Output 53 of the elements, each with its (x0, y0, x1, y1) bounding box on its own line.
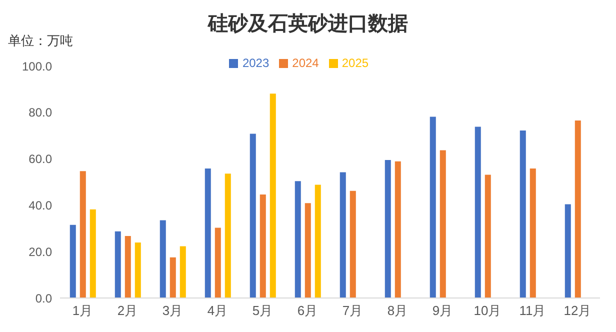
bar (304, 203, 311, 298)
bar (134, 242, 141, 298)
x-tick-label: 9月 (432, 303, 453, 318)
bar (260, 194, 266, 298)
bar (124, 236, 131, 298)
bar (474, 126, 481, 298)
bar (80, 171, 86, 298)
bar (340, 172, 346, 298)
bar (350, 190, 356, 298)
x-tick-label: 12月 (564, 303, 592, 318)
bar (180, 246, 186, 298)
bar (204, 168, 211, 298)
bar (70, 224, 76, 298)
legend-label: 2025 (342, 56, 369, 70)
bar (384, 160, 391, 298)
bar (564, 204, 571, 298)
y-tick-label: 60.0 (28, 152, 52, 166)
bar (214, 228, 221, 298)
bar (484, 174, 491, 298)
text: 单位：万吨 (8, 32, 73, 50)
bar (440, 150, 446, 298)
bar (394, 161, 401, 298)
x-tick-label: 7月 (342, 303, 363, 318)
x-tick-label: 11月 (519, 303, 546, 318)
chart-title: 硅砂及石英砂进口数据 (208, 11, 408, 35)
bar (530, 168, 536, 298)
bar (90, 209, 96, 298)
x-tick-label: 2月 (117, 303, 138, 318)
bar (294, 181, 301, 298)
bar (250, 134, 256, 298)
x-tick-label: 6月 (297, 303, 318, 318)
x-tick-label: 5月 (252, 303, 273, 318)
bar (430, 116, 436, 298)
x-tick-label: 4月 (207, 303, 228, 318)
x-tick-label: 3月 (162, 303, 183, 318)
y-tick-label: 100.0 (22, 59, 52, 74)
bar (574, 120, 581, 298)
bar (520, 130, 526, 298)
x-tick-label: 10月 (474, 303, 502, 318)
bar (314, 184, 321, 298)
y-tick-label: 0.0 (35, 291, 52, 306)
bar (160, 220, 166, 298)
bar (114, 231, 121, 298)
x-tick-label: 8月 (387, 303, 408, 318)
x-tick-label: 1月 (72, 303, 93, 318)
bar (224, 174, 231, 298)
bar (270, 94, 276, 298)
y-tick-label: 80.0 (28, 106, 52, 120)
y-tick-label: 40.0 (28, 198, 52, 212)
bar (170, 257, 176, 298)
legend-label: 2023 (242, 56, 270, 70)
y-tick-label: 20.0 (28, 244, 52, 259)
legend-label: 2024 (292, 56, 319, 70)
